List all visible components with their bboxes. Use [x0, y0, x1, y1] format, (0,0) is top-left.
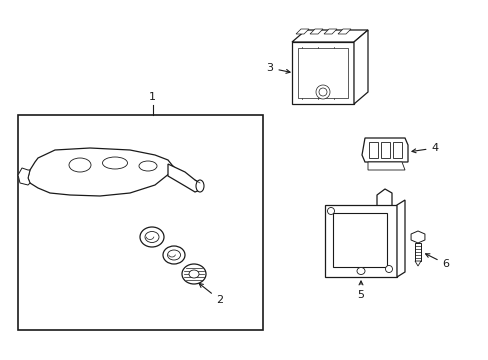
- Bar: [332, 213, 386, 267]
- Bar: [291, 42, 353, 104]
- Bar: [380, 142, 389, 158]
- Bar: [18, 115, 263, 330]
- Ellipse shape: [356, 267, 364, 274]
- Ellipse shape: [385, 266, 392, 273]
- Ellipse shape: [189, 270, 199, 278]
- Polygon shape: [361, 138, 407, 162]
- Bar: [368, 142, 377, 158]
- Polygon shape: [309, 29, 323, 34]
- Polygon shape: [295, 29, 308, 34]
- Ellipse shape: [327, 207, 334, 215]
- Ellipse shape: [145, 231, 159, 243]
- Ellipse shape: [182, 264, 205, 284]
- Text: 3: 3: [266, 63, 289, 73]
- Polygon shape: [410, 231, 424, 243]
- Bar: [325, 205, 396, 277]
- Polygon shape: [414, 261, 420, 266]
- Ellipse shape: [102, 157, 127, 169]
- Polygon shape: [291, 30, 367, 42]
- Ellipse shape: [318, 88, 326, 96]
- Polygon shape: [28, 148, 175, 196]
- Ellipse shape: [69, 158, 91, 172]
- Ellipse shape: [167, 250, 180, 260]
- Polygon shape: [18, 168, 30, 185]
- Polygon shape: [353, 30, 367, 104]
- Text: 1: 1: [149, 92, 156, 102]
- Text: 5: 5: [357, 281, 364, 300]
- Polygon shape: [324, 29, 336, 34]
- Bar: [392, 142, 401, 158]
- Text: 6: 6: [425, 254, 448, 269]
- Ellipse shape: [315, 85, 329, 99]
- Bar: [297, 48, 347, 98]
- Ellipse shape: [196, 180, 203, 192]
- Text: 2: 2: [199, 283, 223, 305]
- Polygon shape: [337, 29, 350, 34]
- Ellipse shape: [140, 227, 163, 247]
- Ellipse shape: [139, 161, 157, 171]
- Polygon shape: [367, 162, 404, 170]
- Ellipse shape: [163, 246, 184, 264]
- Text: 4: 4: [411, 143, 438, 153]
- Bar: [414, 243, 420, 261]
- Polygon shape: [168, 164, 200, 192]
- Polygon shape: [396, 200, 404, 277]
